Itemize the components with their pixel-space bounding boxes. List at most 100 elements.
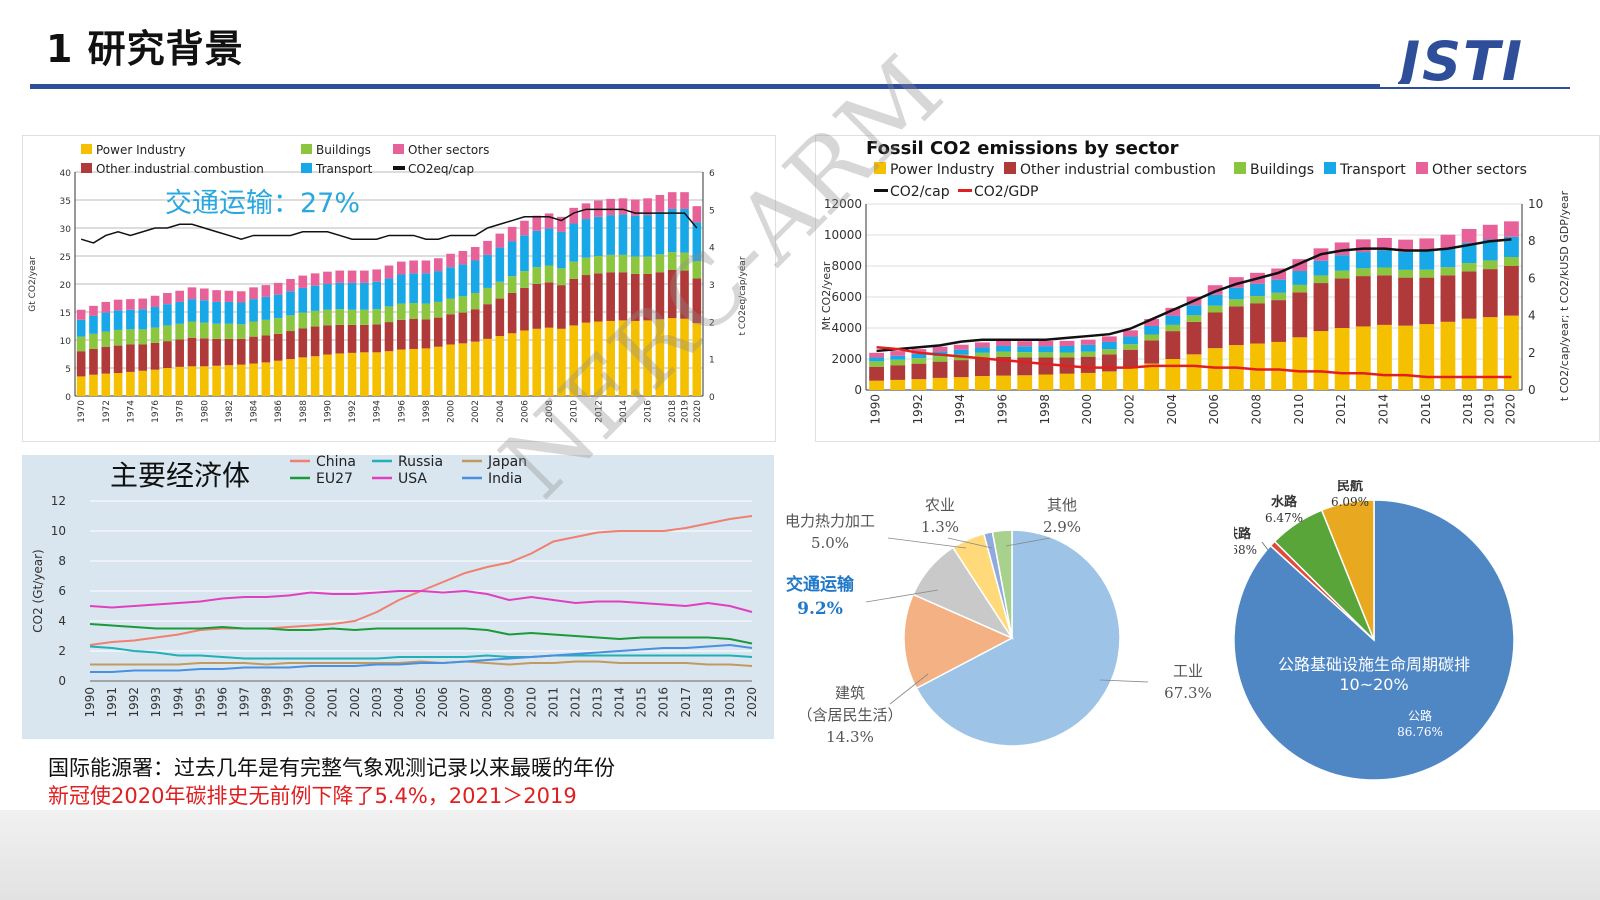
bar bbox=[569, 261, 579, 279]
pie-label: （含居民生活） bbox=[797, 706, 902, 724]
bar bbox=[1292, 337, 1308, 390]
x-tick-label: 1994 bbox=[171, 687, 185, 718]
bar bbox=[384, 306, 394, 323]
bar bbox=[1440, 275, 1456, 322]
pie-label: 民航 bbox=[1337, 480, 1363, 494]
bar bbox=[298, 328, 308, 358]
bar bbox=[557, 268, 566, 286]
bar bbox=[630, 215, 640, 257]
bar bbox=[126, 344, 135, 372]
bar bbox=[1398, 269, 1414, 278]
bar bbox=[101, 346, 111, 374]
bar bbox=[1207, 348, 1223, 390]
bar bbox=[199, 322, 209, 339]
bar bbox=[273, 360, 283, 396]
bar bbox=[310, 356, 320, 396]
bar bbox=[187, 337, 197, 367]
bar bbox=[1419, 269, 1435, 278]
bar bbox=[1165, 359, 1181, 390]
bar bbox=[520, 235, 529, 272]
bar bbox=[458, 343, 468, 396]
x-tick-label: 1991 bbox=[105, 687, 119, 718]
bar bbox=[150, 369, 160, 396]
bar bbox=[1482, 317, 1498, 390]
y2-tick-label: 4 bbox=[709, 244, 715, 254]
x-tick-label: 1990 bbox=[869, 394, 883, 425]
bar bbox=[581, 219, 591, 258]
legend-label: Japan bbox=[487, 455, 527, 470]
chart-title: 主要经济体 bbox=[110, 459, 250, 492]
pie-label: 86.76% bbox=[1397, 725, 1443, 739]
x-tick-label: 1986 bbox=[274, 400, 284, 423]
bar bbox=[1377, 324, 1392, 390]
center-label-line2: 10~20% bbox=[1339, 675, 1408, 694]
bar bbox=[113, 299, 123, 311]
bar bbox=[76, 351, 86, 377]
legend-label: USA bbox=[398, 471, 427, 487]
bar bbox=[1059, 345, 1075, 353]
bar bbox=[1207, 285, 1223, 295]
bar bbox=[1123, 336, 1138, 345]
transport-annotation: 交通运输：27% bbox=[165, 188, 360, 219]
y-tick-label: 12 bbox=[51, 494, 66, 508]
bar bbox=[1207, 305, 1223, 313]
bar bbox=[458, 296, 468, 313]
x-tick-label: 1998 bbox=[260, 687, 274, 718]
leader-line bbox=[947, 537, 993, 549]
x-tick-label: 2000 bbox=[304, 687, 318, 718]
bar bbox=[1186, 305, 1202, 316]
bar bbox=[520, 220, 529, 236]
bar bbox=[421, 260, 431, 274]
bar bbox=[581, 203, 591, 220]
bar bbox=[1440, 321, 1456, 390]
x-tick-label: 2016 bbox=[644, 400, 654, 423]
bar bbox=[1101, 371, 1117, 390]
bar bbox=[261, 319, 271, 336]
bar bbox=[470, 247, 480, 261]
bar bbox=[606, 254, 615, 273]
series-line bbox=[80, 208, 698, 244]
legend-label: Buildings bbox=[316, 143, 371, 157]
x-tick-label: 1974 bbox=[126, 400, 136, 423]
fossil-co2-chart: Fossil CO2 emissions by sector 0 2000 4000 6… bbox=[815, 135, 1600, 442]
bar bbox=[692, 206, 702, 223]
x-tick-label: 2015 bbox=[635, 687, 649, 718]
bar bbox=[249, 299, 258, 322]
bar bbox=[126, 329, 135, 345]
bar bbox=[680, 318, 689, 396]
y2-tick-label: 6 bbox=[1528, 271, 1536, 285]
major-economies-chart: 主要经济体 0 2 4 6 8 10 12 1990 1991 1992 1993 1994 1995 19… bbox=[22, 454, 774, 739]
x-tick-label: 2004 bbox=[392, 687, 406, 718]
bar bbox=[286, 315, 295, 332]
bar bbox=[89, 374, 98, 396]
bar bbox=[655, 194, 665, 212]
pie-label: 1.3% bbox=[921, 518, 959, 536]
bar bbox=[974, 347, 990, 353]
bar bbox=[1186, 321, 1202, 355]
y2-tick-label: 2 bbox=[709, 318, 715, 328]
bar bbox=[138, 344, 148, 371]
bar bbox=[433, 301, 443, 318]
bar bbox=[630, 256, 640, 274]
logo-text: JSTI bbox=[1398, 36, 1524, 84]
bar bbox=[1038, 374, 1054, 390]
bar bbox=[618, 320, 628, 396]
bar bbox=[286, 278, 295, 292]
x-tick-label: 2000 bbox=[1080, 394, 1094, 425]
bar bbox=[532, 284, 542, 329]
bar bbox=[261, 335, 271, 363]
bar bbox=[680, 270, 689, 319]
series-line bbox=[89, 623, 753, 645]
major-economies-svg: 主要经济体 0 2 4 6 8 10 12 1990 1991 1992 1993 1994 1995 19… bbox=[31, 454, 759, 718]
bar bbox=[261, 285, 271, 297]
bar bbox=[507, 333, 517, 396]
y-tick-label: 12000 bbox=[824, 197, 862, 211]
bar bbox=[1017, 375, 1033, 390]
bar bbox=[138, 309, 148, 330]
y-tick-label: 0 bbox=[58, 674, 66, 688]
bar bbox=[1440, 234, 1456, 248]
bar bbox=[446, 298, 455, 315]
x-tick-label: 1995 bbox=[193, 687, 207, 718]
bar bbox=[101, 373, 111, 396]
bar bbox=[1250, 296, 1265, 304]
